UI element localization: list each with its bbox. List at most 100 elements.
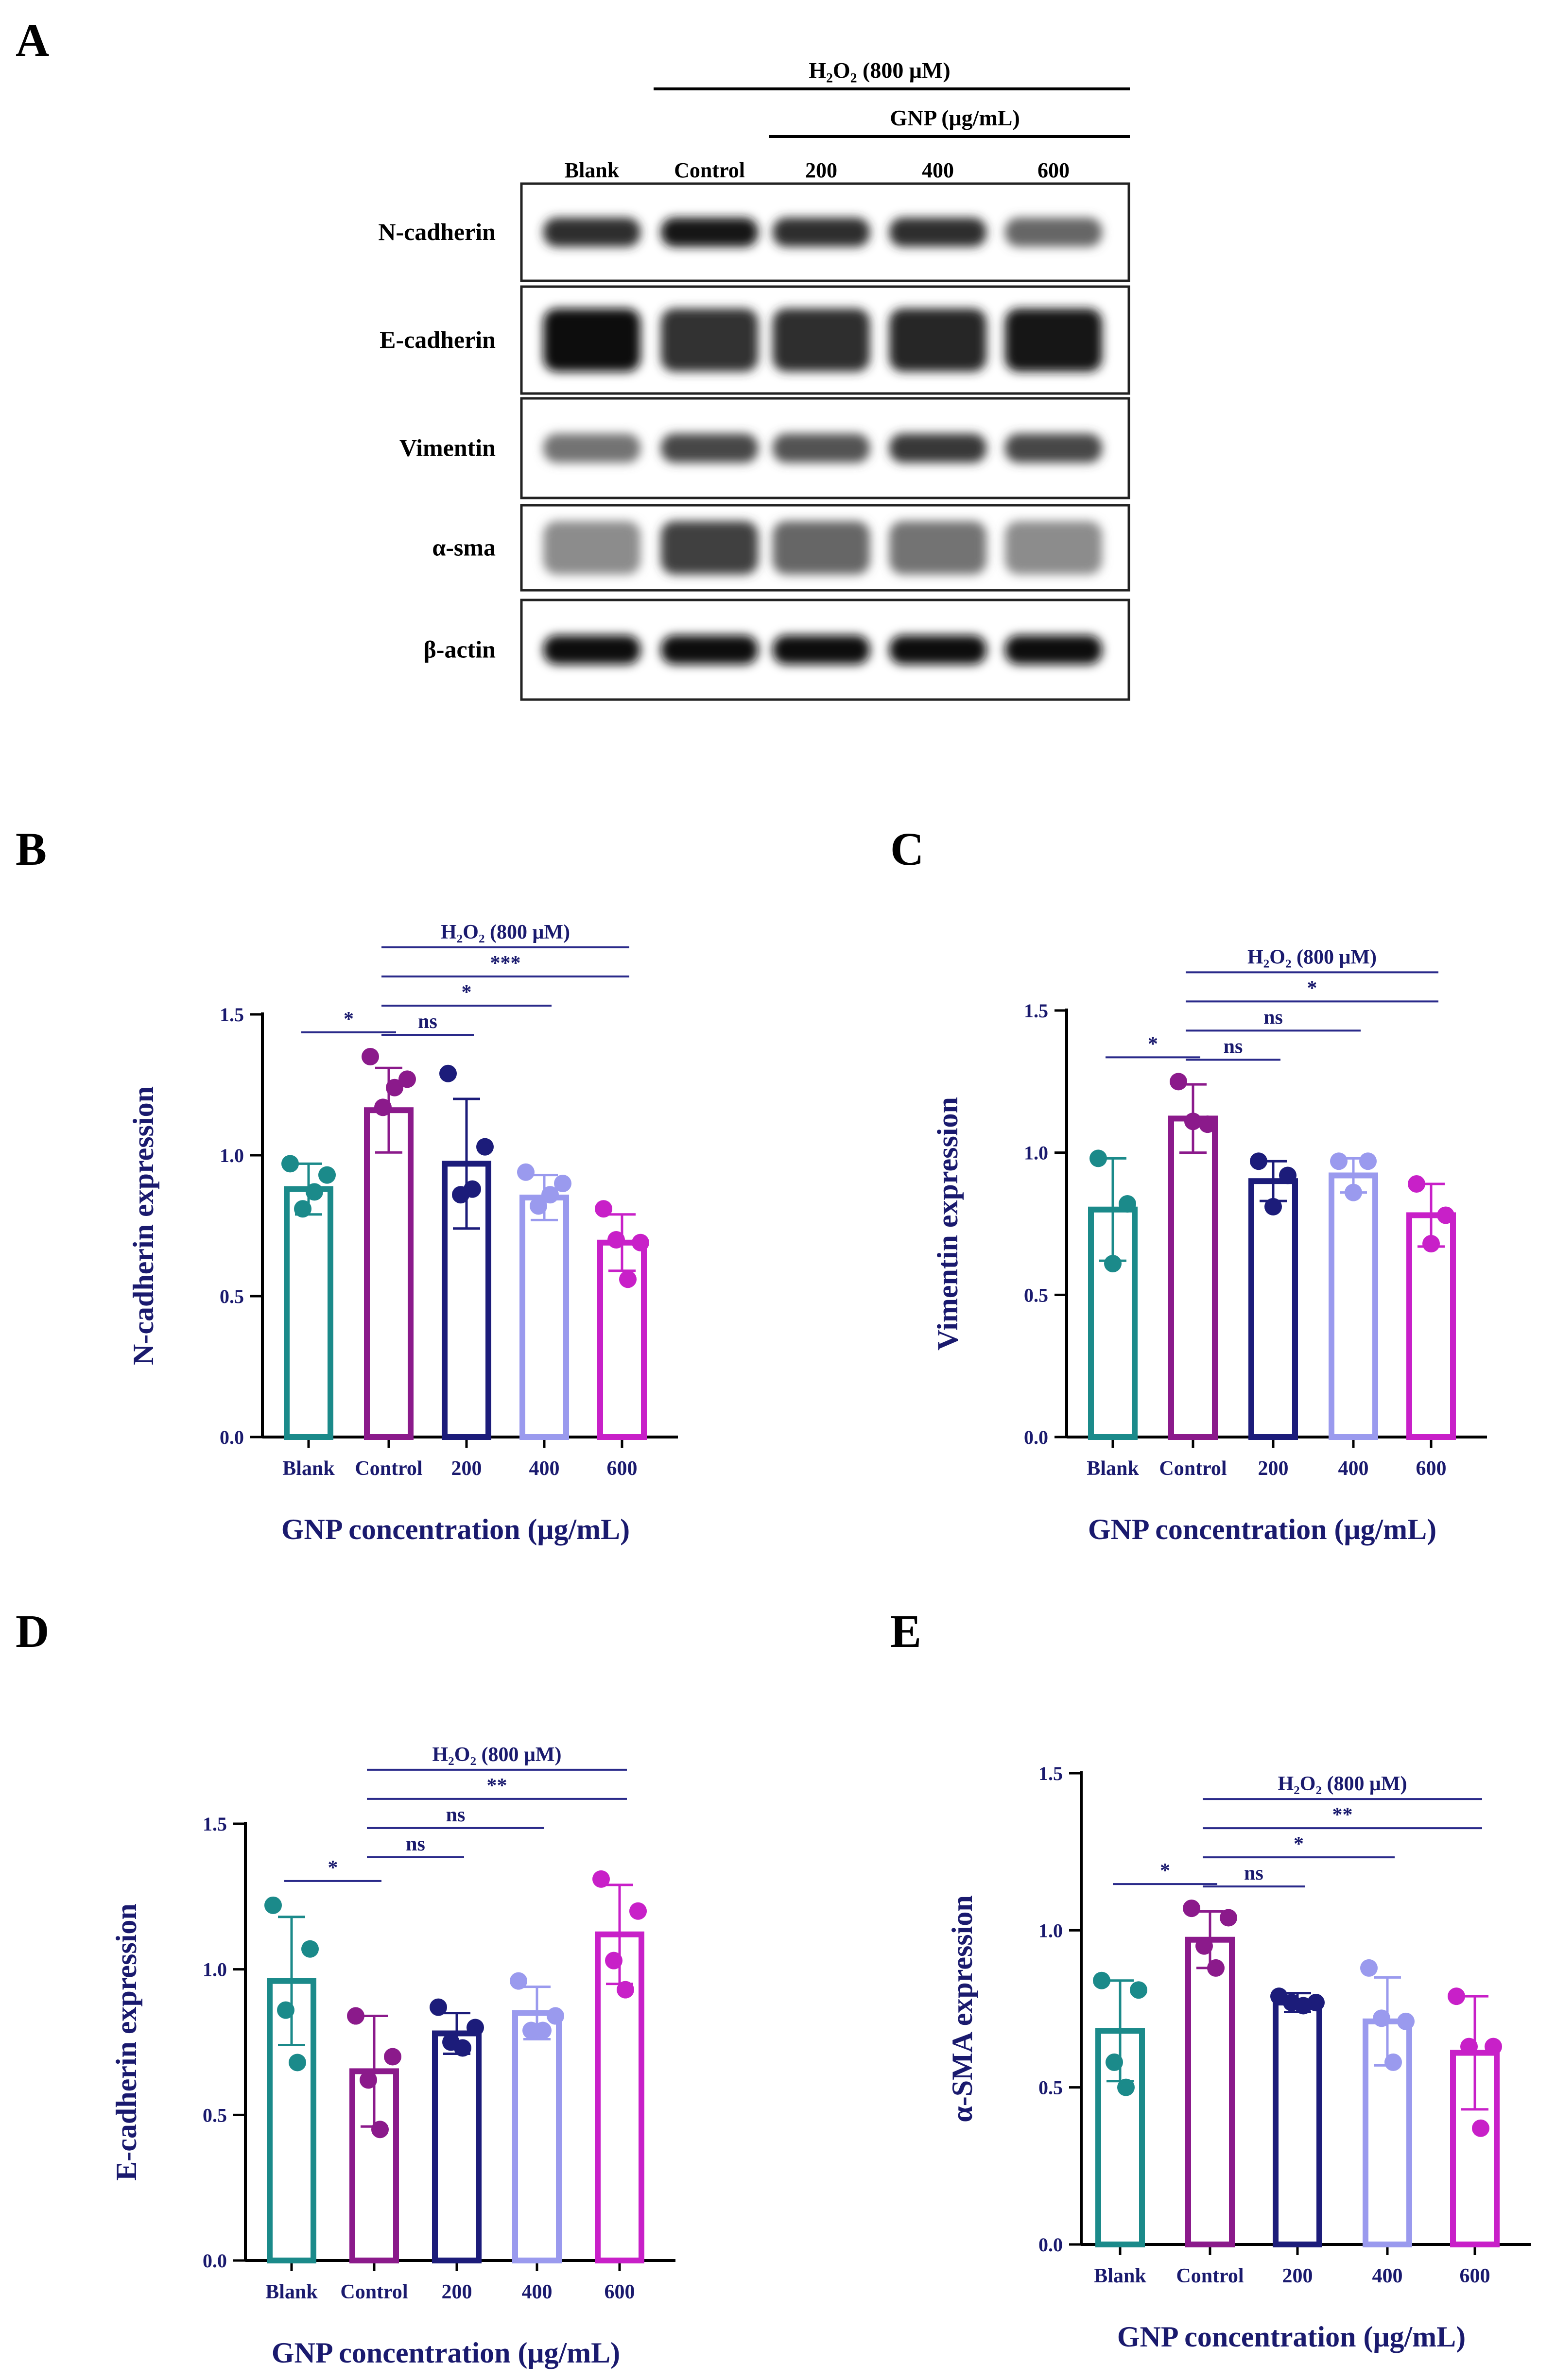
y-tick-label: 1.0 <box>203 1959 227 1981</box>
blot-row: α-sma <box>432 504 1130 592</box>
blot-band <box>889 218 986 247</box>
y-tick-label: 0.5 <box>1024 1284 1048 1306</box>
blot-row: E-cadherin <box>380 285 1130 395</box>
blot-row-label: N-cadherin <box>378 218 496 245</box>
y-tick-label: 0.5 <box>220 1285 244 1307</box>
data-point <box>1345 1183 1362 1201</box>
data-point <box>371 2121 389 2139</box>
x-tick-label: Blank <box>282 1457 335 1480</box>
blot-row-label: E-cadherin <box>380 326 496 353</box>
data-point <box>1422 1234 1440 1252</box>
significance-label: ** <box>487 1775 507 1797</box>
significance-label: * <box>1307 977 1317 999</box>
data-point <box>1359 1152 1377 1170</box>
x-axis-title: GNP concentration (μg/mL) <box>1088 1513 1436 1545</box>
blot-band <box>661 635 758 665</box>
data-point <box>534 2021 552 2039</box>
bar <box>1248 1178 1298 1440</box>
significance-label: ns <box>406 1833 425 1855</box>
panel-c-label: C <box>890 823 924 875</box>
data-point <box>1207 1959 1225 1977</box>
data-point <box>1170 1073 1187 1091</box>
data-point <box>629 1902 647 1920</box>
bar <box>1329 1172 1378 1440</box>
x-tick-label: 400 <box>529 1457 560 1480</box>
blot-band <box>661 308 758 372</box>
lane-label: 200 <box>805 158 837 182</box>
data-point <box>1330 1152 1348 1170</box>
data-point <box>617 1981 634 1999</box>
data-point <box>374 1098 392 1116</box>
data-point <box>595 1200 612 1218</box>
data-point <box>264 1896 282 1914</box>
panel-d-label: D <box>16 1605 49 1657</box>
x-tick-label: Control <box>1176 2265 1244 2287</box>
data-point <box>301 1940 319 1958</box>
data-point <box>1117 2078 1135 2096</box>
data-point <box>439 1064 457 1082</box>
blot-band <box>1005 308 1102 372</box>
data-point <box>1089 1149 1107 1167</box>
significance-label: * <box>344 1008 354 1030</box>
blot-band <box>773 521 870 575</box>
lane-label: 400 <box>922 158 954 182</box>
y-tick-label: 0.0 <box>220 1426 244 1448</box>
x-axis-title: GNP concentration (μg/mL) <box>281 1513 630 1545</box>
data-point <box>430 1998 447 2016</box>
data-point <box>1397 2012 1415 2030</box>
panel-a-label: A <box>16 14 49 66</box>
panel-a-western-blot: A H₂O₂ (800 μM) GNP (μg/mL) Blank Control… <box>16 14 1130 701</box>
data-point <box>1360 1959 1378 1977</box>
significance-label: * <box>462 981 472 1004</box>
bar <box>519 1195 569 1440</box>
data-point <box>289 2054 306 2072</box>
blot-band <box>543 308 640 372</box>
blot-band <box>773 308 870 372</box>
data-point <box>476 1138 494 1156</box>
h2o2-bracket-label: H₂O₂ (800 μM) <box>432 1744 562 1766</box>
data-point <box>1408 1175 1425 1193</box>
x-axis-title: GNP concentration (μg/mL) <box>1117 2321 1466 2353</box>
blot-band <box>889 635 986 665</box>
data-point <box>1093 1971 1110 1989</box>
y-tick-label: 1.0 <box>1024 1142 1048 1164</box>
y-tick-label: 1.5 <box>1024 1000 1048 1022</box>
bar <box>364 1107 414 1440</box>
significance-label: ** <box>1332 1804 1353 1826</box>
blot-row: β-actin <box>423 599 1130 701</box>
blot-row-label: Vimentin <box>399 434 496 462</box>
blot-band <box>543 635 640 665</box>
lane-label: Blank <box>565 158 620 182</box>
x-tick-label: 600 <box>1460 2265 1490 2287</box>
data-point <box>607 1231 625 1249</box>
blot-band <box>661 433 758 463</box>
data-point <box>1220 1909 1237 1927</box>
x-tick-label: 400 <box>522 2281 553 2303</box>
data-point <box>530 1197 547 1215</box>
h2o2-label: H₂O₂ (800 μM) <box>809 58 950 83</box>
blot-band <box>773 635 870 665</box>
blot-rows: N-cadherin E-cadherin Vimentin α-sma β-actin <box>378 182 1130 701</box>
gnp-label: GNP (μg/mL) <box>890 105 1020 130</box>
blot-band <box>661 218 758 247</box>
h2o2-bracket-label: H₂O₂ (800 μM) <box>1278 1773 1407 1795</box>
y-tick-label: 1.5 <box>1038 1763 1063 1784</box>
data-point <box>277 2001 294 2019</box>
significance-label: ns <box>1244 1862 1263 1884</box>
x-tick-label: Blank <box>1094 2265 1146 2287</box>
y-tick-label: 0.0 <box>1038 2234 1063 2256</box>
data-point <box>632 1233 649 1251</box>
x-tick-label: 200 <box>442 2281 472 2303</box>
data-point <box>605 1952 622 1969</box>
data-point <box>1485 2038 1502 2055</box>
data-point <box>592 1870 610 1888</box>
blot-band <box>1005 521 1102 575</box>
data-point <box>454 2039 471 2057</box>
data-point <box>1250 1152 1267 1170</box>
x-tick-label: 400 <box>1338 1457 1369 1480</box>
panel-b-label: B <box>16 823 47 875</box>
blot-band <box>543 218 640 247</box>
y-tick-label: 0.5 <box>1038 2077 1063 2099</box>
blot-band <box>889 521 986 575</box>
data-point <box>464 1180 481 1198</box>
